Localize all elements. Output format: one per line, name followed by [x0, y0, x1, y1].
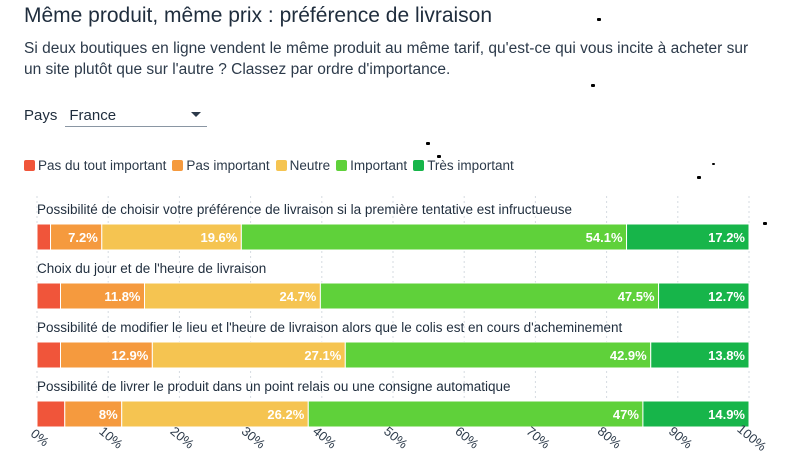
x-tick-label: 60% — [452, 423, 482, 451]
legend-item[interactable]: Pas du tout important — [24, 158, 166, 173]
bar-segment — [307, 400, 644, 428]
bar-segment — [344, 341, 652, 369]
category-label: Choix du jour et de l'heure de livraison — [37, 261, 266, 276]
data-label: 27.1% — [304, 348, 341, 363]
bar-segment — [658, 282, 750, 310]
data-label: 19.6% — [200, 230, 237, 245]
legend-swatch — [172, 160, 184, 171]
country-select[interactable]: France — [65, 104, 208, 127]
country-filter: Pays France — [24, 104, 208, 127]
legend-label: Neutre — [289, 158, 331, 173]
legend-item[interactable]: Pas important — [172, 158, 270, 173]
country-select-value: France — [69, 106, 117, 124]
data-label: 17.2% — [708, 230, 745, 245]
bar-segment — [626, 223, 750, 251]
data-label: 54.1% — [586, 230, 623, 245]
data-label: 7.2% — [68, 230, 98, 245]
stray-dot — [697, 176, 701, 179]
x-tick-label: 10% — [96, 423, 126, 451]
bar-segment — [36, 282, 61, 310]
x-tick-label: 20% — [168, 423, 198, 451]
data-label: 42.9% — [610, 348, 647, 363]
legend-item[interactable]: Neutre — [275, 158, 331, 173]
bar-segment — [36, 341, 61, 369]
legend-swatch — [336, 160, 348, 171]
legend-swatch — [275, 160, 287, 171]
data-label: 13.8% — [708, 348, 745, 363]
data-label: 12.9% — [111, 348, 148, 363]
bar-segment — [50, 223, 103, 251]
data-label: 11.8% — [104, 289, 141, 304]
legend-label: Pas important — [186, 158, 270, 173]
stray-dot — [712, 163, 715, 165]
bar-segment — [36, 400, 66, 428]
x-tick-label: 100% — [734, 421, 769, 454]
bar-segment — [240, 223, 628, 251]
data-label: 14.9% — [708, 407, 745, 422]
x-tick-label: 30% — [239, 423, 269, 451]
chart-title: Même produit, même prix : préférence de … — [24, 4, 493, 27]
data-label: 26.2% — [267, 407, 304, 422]
data-label: 8% — [99, 407, 118, 422]
x-tick-label: 90% — [666, 423, 696, 451]
stacked-bar-chart: Possibilité de choisir votre préférence … — [28, 196, 770, 454]
bar-segment — [319, 282, 660, 310]
bar-segment — [151, 341, 346, 369]
legend-label: Pas du tout important — [38, 158, 167, 173]
chevron-down-icon — [191, 112, 202, 117]
x-tick-label: 40% — [310, 423, 340, 451]
stray-dot — [597, 18, 601, 21]
bar-segment — [36, 223, 52, 251]
x-tick-label: 0% — [28, 426, 52, 450]
x-tick-label: 80% — [595, 423, 625, 451]
category-label: Possibilité de modifier le lieu et l'heu… — [37, 320, 622, 335]
x-tick-label: 50% — [381, 423, 411, 451]
data-label: 24.7% — [280, 289, 317, 304]
category-label: Possibilité de choisir votre préférence … — [37, 202, 572, 217]
legend-item[interactable]: Très important — [413, 158, 514, 173]
legend: Pas du tout important Pas important Neutre… — [24, 158, 520, 173]
bar-segment — [642, 400, 750, 428]
bar-segment — [64, 400, 123, 428]
bar-segment — [101, 223, 242, 251]
legend-item[interactable]: Important — [336, 158, 407, 173]
bar-segment — [144, 282, 321, 310]
data-label: 47% — [613, 407, 639, 422]
data-label: 47.5% — [618, 289, 655, 304]
chart-subtitle: Si deux boutiques en ligne vendent le mê… — [24, 40, 749, 78]
stray-dot — [426, 142, 430, 145]
stray-dot — [763, 222, 767, 225]
stray-dot — [591, 84, 595, 87]
legend-label: Très important — [427, 158, 514, 173]
category-label: Possibilité de livrer le produit dans un… — [37, 379, 511, 394]
stray-dot — [437, 155, 441, 158]
legend-swatch — [413, 160, 425, 171]
bar-segment — [59, 341, 153, 369]
legend-label: Important — [350, 158, 408, 173]
data-label: 12.7% — [708, 289, 745, 304]
bar-segment — [650, 341, 750, 369]
x-tick-label: 70% — [524, 423, 554, 451]
country-filter-label: Pays — [24, 107, 58, 124]
legend-swatch — [24, 160, 35, 171]
